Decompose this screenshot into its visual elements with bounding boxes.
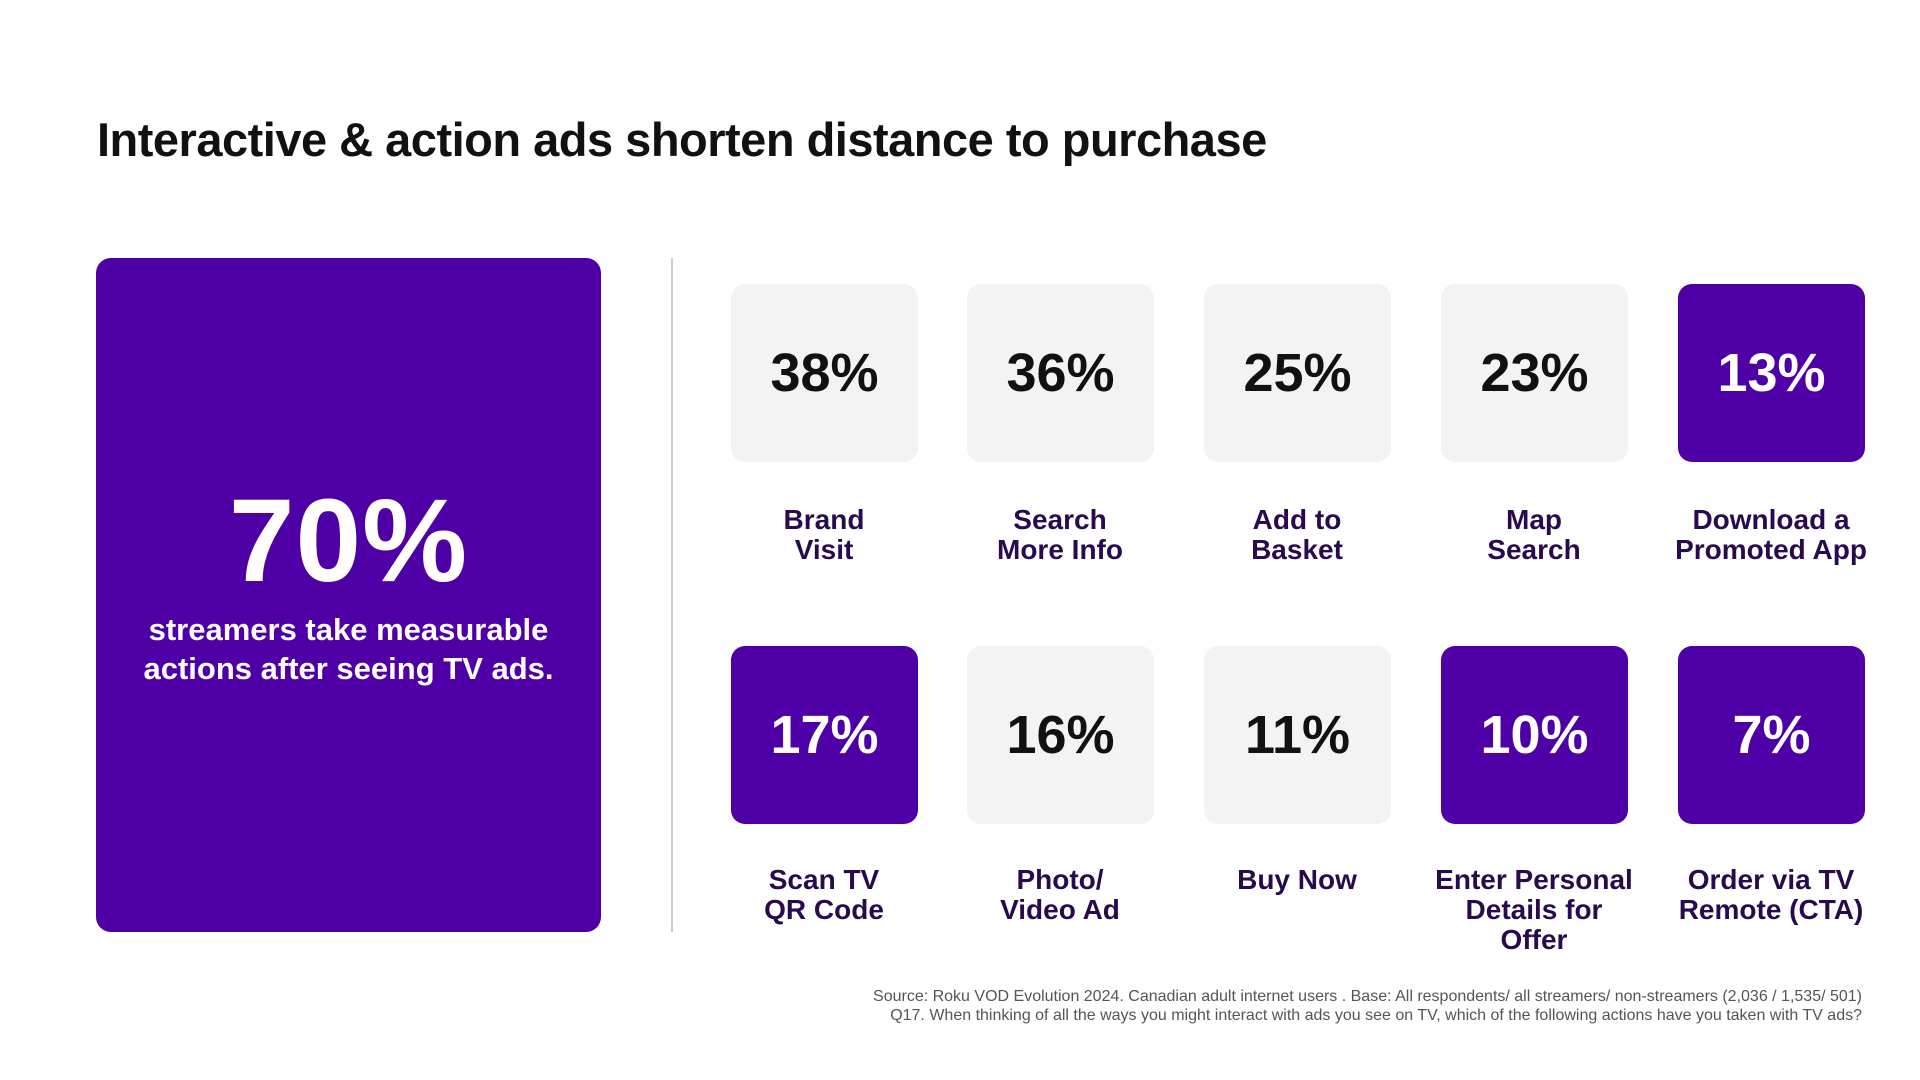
hero-stat-card: 70% streamers take measurable actions af…	[96, 258, 601, 932]
stat-tile: 13%	[1678, 284, 1865, 462]
stat-label: Order via TV Remote (CTA)	[1678, 864, 1864, 925]
stat-label: Buy Now	[1237, 864, 1357, 895]
page-title: Interactive & action ads shorten distanc…	[97, 113, 1267, 166]
stat-tile: 23%	[1441, 284, 1628, 462]
footnote-question: Q17. When thinking of all the ways you m…	[890, 1007, 1862, 1024]
stat-label: Download a Promoted App	[1675, 504, 1867, 565]
stat-tile: 25%	[1204, 284, 1391, 462]
stat-tile: 7%	[1678, 646, 1865, 824]
footnote-source: Source: Roku VOD Evolution 2024. Canadia…	[873, 988, 1862, 1005]
hero-value: 70%	[228, 475, 469, 607]
stat-tile: 36%	[967, 284, 1154, 462]
stat-label: Search More Info	[997, 504, 1123, 565]
stat-label: Map Search	[1487, 504, 1581, 565]
divider	[671, 258, 673, 932]
stat-tile: 38%	[731, 284, 918, 462]
stat-label: Add to Basket	[1251, 504, 1343, 565]
stat-tile: 10%	[1441, 646, 1628, 824]
stat-label: Enter Personal Details for Offer	[1435, 864, 1633, 955]
stat-label: Photo/Video Ad	[1000, 864, 1120, 925]
stat-label: Brand Visit	[783, 504, 865, 565]
footnote: Source: Roku VOD Evolution 2024. Canadia…	[873, 987, 1862, 1025]
stat-tile: 11%	[1204, 646, 1391, 824]
stat-tile: 17%	[731, 646, 918, 824]
hero-text: streamers take measurable actions after …	[143, 612, 554, 686]
stat-label: Scan TV QR Code	[764, 864, 884, 925]
stat-tile: 16%	[967, 646, 1154, 824]
